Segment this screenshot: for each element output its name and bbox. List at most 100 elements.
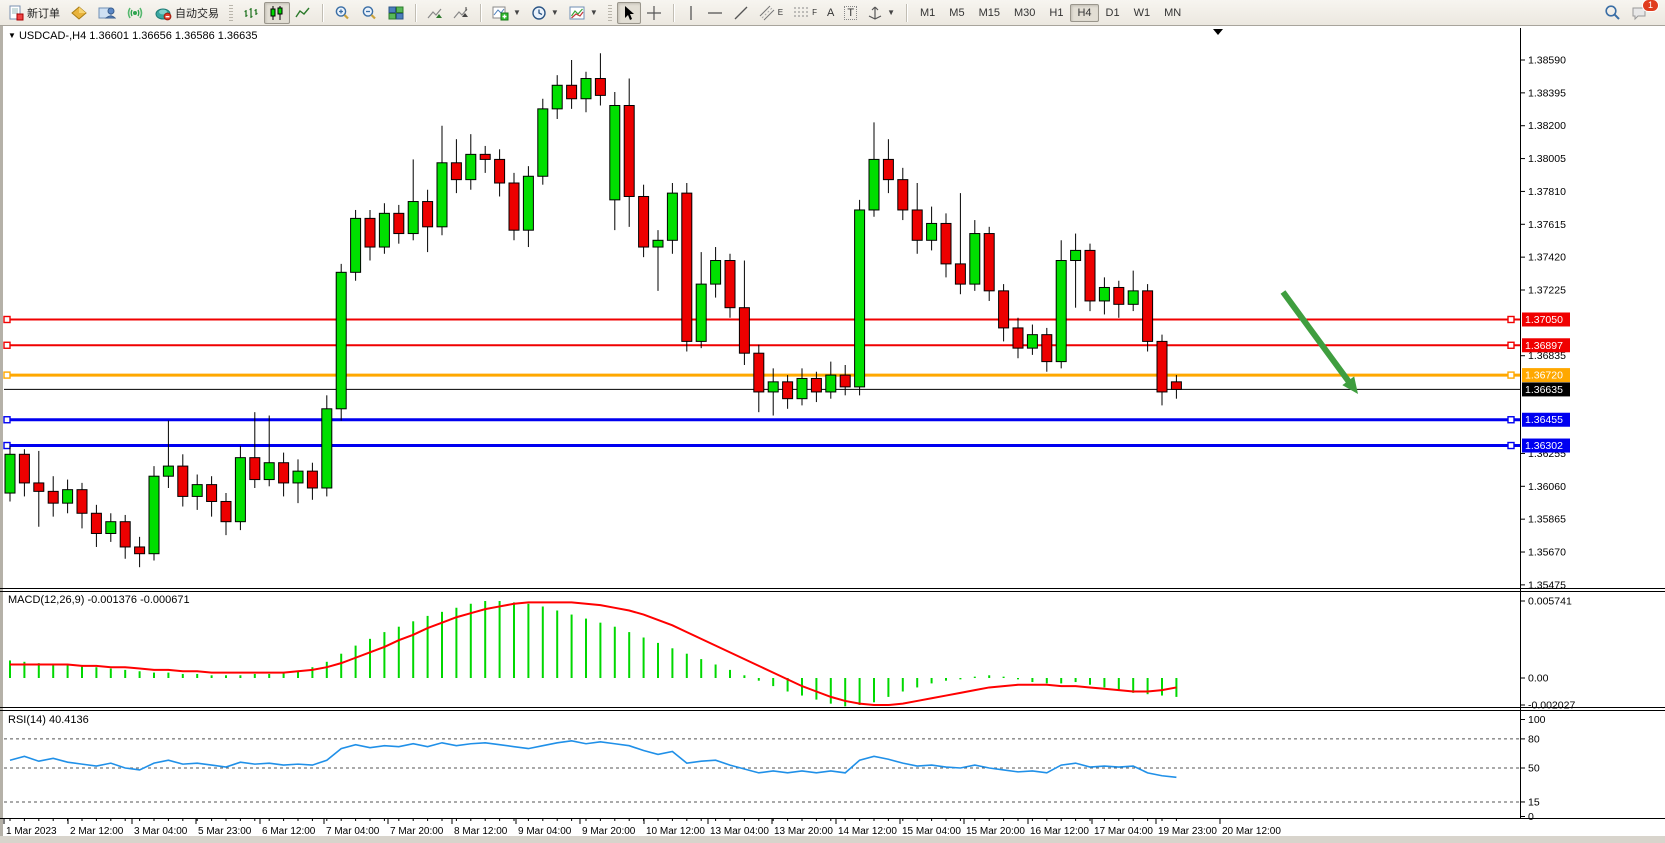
timeframe-h1-button[interactable]: H1 (1049, 6, 1064, 19)
candle[interactable] (407, 159, 419, 241)
candle[interactable] (911, 183, 923, 254)
candle[interactable] (1113, 280, 1125, 318)
market-watch-button[interactable] (93, 2, 121, 24)
candle[interactable] (580, 71, 592, 113)
timeframe-w1-button[interactable]: W1 (1133, 6, 1151, 19)
candle[interactable] (450, 139, 462, 194)
candle[interactable] (177, 454, 189, 507)
signals-button[interactable] (121, 2, 149, 24)
candle[interactable] (234, 445, 246, 531)
price-chart[interactable]: 1.38590 1.38395 1.38200 1.38005 1.37810 1.376… (0, 26, 1665, 843)
candle[interactable] (940, 213, 952, 278)
candle[interactable] (594, 53, 606, 106)
candle[interactable] (378, 203, 390, 254)
fibonacci-button[interactable]: F (788, 2, 822, 24)
candle[interactable] (796, 368, 808, 406)
candle[interactable] (1026, 324, 1038, 355)
timeframe-m15-button[interactable]: M15 (978, 6, 1000, 19)
search-button[interactable] (1599, 1, 1626, 24)
candle[interactable] (249, 412, 261, 488)
candle[interactable] (1084, 243, 1096, 312)
candle[interactable] (926, 206, 938, 251)
text-label-button[interactable]: T (839, 3, 862, 23)
timeframe-h4-button[interactable]: H4 (1070, 3, 1099, 22)
trendline-button[interactable] (728, 2, 754, 24)
candle[interactable] (854, 199, 866, 396)
candle[interactable] (105, 513, 117, 542)
candle[interactable] (551, 75, 563, 119)
candle[interactable] (76, 482, 88, 529)
candle[interactable] (522, 166, 534, 248)
new-order-button[interactable]: 新订单 (3, 2, 65, 24)
notifications-button[interactable]: 1 (1626, 0, 1659, 24)
candle[interactable] (810, 371, 822, 403)
candle[interactable] (206, 476, 218, 517)
candle[interactable] (148, 466, 160, 561)
auto-scroll-button[interactable] (422, 2, 448, 24)
candle[interactable] (666, 183, 678, 254)
candle[interactable] (292, 459, 304, 504)
candle[interactable] (393, 204, 405, 244)
candle[interactable] (1127, 270, 1139, 312)
candle[interactable] (1012, 317, 1024, 359)
candle[interactable] (724, 253, 736, 318)
timeframe-m5-button[interactable]: M5 (949, 6, 965, 19)
indicators-button[interactable]: ▼ (487, 2, 526, 24)
candle[interactable] (652, 230, 664, 291)
candle[interactable] (422, 189, 434, 253)
channel-button[interactable]: E (754, 2, 788, 24)
timeframe-mn-button[interactable]: MN (1164, 6, 1182, 19)
candle[interactable] (998, 284, 1010, 342)
chart-shift-button[interactable] (448, 2, 474, 24)
zoom-out-button[interactable] (356, 2, 383, 24)
candle[interactable] (1170, 375, 1182, 399)
templates-button[interactable]: ▼ (564, 2, 603, 24)
periods-button[interactable]: ▼ (526, 2, 564, 24)
crosshair-button[interactable] (641, 2, 667, 24)
cursor-button[interactable] (616, 1, 641, 24)
candle[interactable] (18, 449, 30, 497)
candle[interactable] (436, 125, 448, 236)
candle[interactable] (638, 184, 650, 258)
candle[interactable] (1070, 233, 1082, 308)
auto-trading-button[interactable]: 自动交易 (149, 2, 224, 24)
candle[interactable] (134, 536, 146, 568)
tile-windows-button[interactable] (383, 2, 409, 24)
candle[interactable] (868, 122, 880, 217)
candle[interactable] (882, 139, 894, 194)
timeframe-d1-button[interactable]: D1 (1105, 6, 1120, 19)
candle[interactable] (710, 247, 722, 298)
candle[interactable] (4, 445, 16, 502)
text-button[interactable]: A (822, 4, 839, 22)
candle[interactable] (537, 98, 549, 185)
arrows-button[interactable]: ▼ (862, 2, 900, 24)
candle[interactable] (90, 504, 102, 547)
timeframe-m30-button[interactable]: M30 (1013, 6, 1036, 19)
candle[interactable] (33, 450, 45, 527)
candle[interactable] (1156, 334, 1168, 406)
collapse-triangle-icon[interactable]: ▼ (8, 31, 16, 40)
candle[interactable] (767, 368, 779, 416)
candle[interactable] (47, 476, 59, 517)
candle[interactable] (119, 514, 131, 559)
candle[interactable] (782, 375, 794, 409)
candle[interactable] (335, 263, 347, 421)
candle[interactable] (897, 167, 909, 221)
candle[interactable] (954, 193, 966, 295)
candle[interactable] (162, 420, 174, 488)
candle[interactable] (191, 474, 203, 510)
line-chart-button[interactable] (290, 2, 316, 24)
candle[interactable] (969, 220, 981, 291)
candle[interactable] (825, 361, 837, 399)
horizontal-line-button[interactable] (702, 2, 728, 24)
candle[interactable] (566, 60, 578, 109)
candle[interactable] (681, 183, 693, 352)
bar-chart-button[interactable] (238, 2, 264, 24)
candle[interactable] (695, 252, 707, 349)
vertical-line-button[interactable] (680, 2, 702, 24)
candle[interactable] (350, 209, 362, 281)
candle[interactable] (1041, 327, 1053, 372)
candle[interactable] (479, 145, 491, 173)
candle[interactable] (839, 364, 851, 396)
zoom-in-button[interactable] (329, 2, 356, 24)
